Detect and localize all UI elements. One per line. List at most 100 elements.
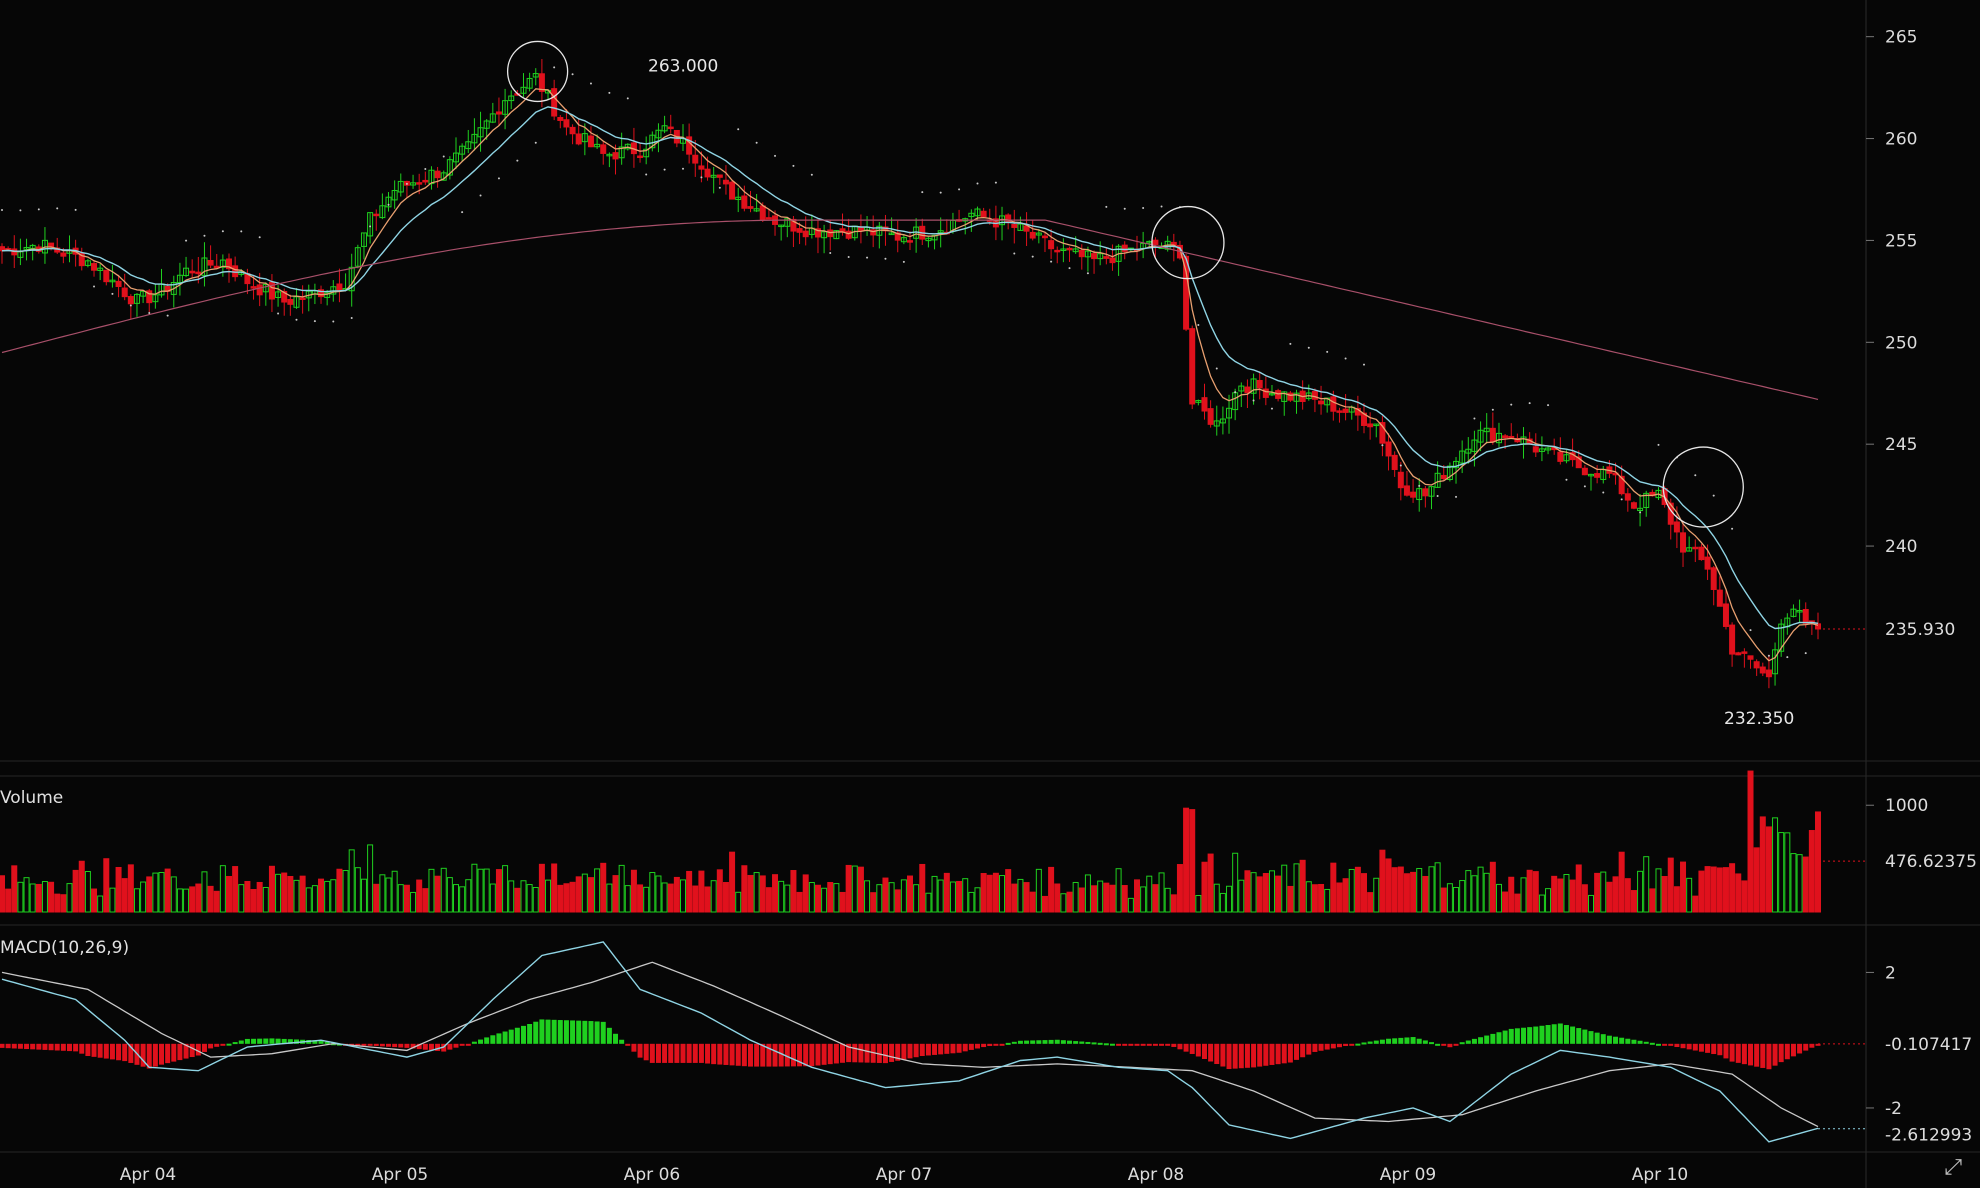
- volume-bar: [121, 878, 128, 913]
- macd-histogram-bar: [1361, 1042, 1367, 1045]
- candle: [1029, 231, 1036, 239]
- candle: [60, 252, 67, 257]
- volume-bar: [391, 870, 398, 913]
- macd-histogram-bar: [109, 1043, 115, 1060]
- candle: [477, 127, 484, 138]
- volume-bar: [575, 876, 582, 913]
- volume-bar: [91, 888, 98, 913]
- macd-histogram-bar: [907, 1043, 913, 1059]
- volume-bar: [802, 874, 809, 913]
- macd-histogram-bar: [1748, 1043, 1754, 1066]
- macd-histogram-bar: [557, 1020, 563, 1044]
- candle: [900, 237, 907, 243]
- macd-histogram-bar: [1698, 1043, 1704, 1052]
- candle: [1011, 223, 1018, 228]
- macd-histogram-bar: [938, 1043, 944, 1055]
- macd-histogram-bar: [232, 1042, 238, 1045]
- macd-last-label: -2.612993: [1885, 1126, 1972, 1146]
- expand-icon[interactable]: ⤢: [1944, 1155, 1962, 1180]
- candle: [1772, 649, 1779, 675]
- macd-histogram-bar: [140, 1043, 146, 1067]
- macd-histogram-bar: [987, 1043, 993, 1047]
- volume-bar: [109, 887, 116, 913]
- volume-bar: [643, 886, 650, 913]
- candle: [1373, 423, 1380, 427]
- macd-histogram-bar: [373, 1043, 379, 1046]
- candle: [422, 179, 429, 183]
- macd-histogram-bar: [1030, 1040, 1036, 1044]
- volume-bar: [1453, 887, 1460, 913]
- macd-histogram-bar: [1097, 1042, 1103, 1045]
- volume-bar: [956, 880, 963, 913]
- volume-bar: [1287, 885, 1294, 913]
- macd-histogram-bar: [1226, 1043, 1232, 1070]
- macd-histogram-bar: [1766, 1043, 1772, 1070]
- macd-histogram-bar: [1778, 1043, 1784, 1063]
- sar-dot: [608, 91, 611, 94]
- volume-bar: [1127, 897, 1134, 913]
- candle: [1017, 223, 1024, 231]
- macd-histogram-bar: [85, 1043, 91, 1057]
- candle: [637, 155, 644, 159]
- volume-bar: [532, 887, 539, 913]
- volume-bar: [962, 878, 969, 913]
- volume-bar: [618, 864, 625, 913]
- sar-dot: [1215, 367, 1218, 370]
- candle: [318, 289, 325, 298]
- candle: [1072, 248, 1079, 253]
- volume-bar: [11, 865, 18, 913]
- volume-bar: [1164, 887, 1171, 913]
- candle: [256, 284, 263, 296]
- volume-bar: [1514, 893, 1521, 913]
- volume-bar: [1176, 864, 1183, 913]
- sar-dot: [1307, 346, 1310, 349]
- sar-dot: [939, 191, 942, 194]
- candle: [594, 143, 601, 148]
- macd-histogram-bar: [1398, 1037, 1404, 1044]
- macd-histogram-bar: [1091, 1042, 1097, 1045]
- candle: [1311, 390, 1318, 400]
- candle: [489, 113, 496, 123]
- candle: [1428, 486, 1435, 497]
- macd-histogram-bar: [1809, 1043, 1815, 1048]
- volume-bar: [373, 883, 380, 913]
- macd-histogram-bar: [649, 1043, 655, 1063]
- candle: [226, 258, 232, 270]
- macd-histogram-bar: [686, 1043, 692, 1063]
- volume-bar: [630, 869, 637, 913]
- macd-histogram-bar: [1318, 1043, 1324, 1051]
- volume-bar: [1710, 866, 1717, 913]
- sar-dot: [1786, 656, 1789, 659]
- volume-bar: [1551, 875, 1558, 913]
- candle: [698, 165, 705, 170]
- volume-bar: [857, 866, 864, 913]
- sar-dot: [56, 207, 59, 210]
- sar-dot: [1381, 444, 1384, 447]
- sar-dot: [792, 164, 795, 167]
- candle: [275, 291, 282, 298]
- volume-bar: [1624, 878, 1631, 913]
- volume-bar: [256, 881, 263, 913]
- volume-bar: [1434, 862, 1441, 913]
- macd-histogram-bar: [73, 1043, 79, 1052]
- sar-dot: [1086, 272, 1089, 275]
- volume-bar: [710, 880, 717, 913]
- volume-bar: [882, 877, 889, 913]
- volume-bar: [888, 882, 895, 913]
- macd-histogram-bar: [1183, 1043, 1189, 1052]
- volume-bar: [1802, 856, 1809, 913]
- volume-bar: [84, 870, 91, 913]
- macd-histogram-bar: [827, 1043, 833, 1065]
- candle: [416, 182, 423, 185]
- volume-bar: [667, 883, 674, 913]
- volume-bar: [66, 883, 73, 913]
- macd-histogram-bar: [520, 1025, 526, 1044]
- macd-histogram-bar: [1729, 1043, 1735, 1062]
- sar-dot: [682, 167, 684, 170]
- candle: [109, 279, 116, 283]
- volume-bar: [0, 875, 5, 913]
- volume-bar: [545, 879, 552, 913]
- candle: [1336, 410, 1343, 413]
- candle: [379, 205, 386, 219]
